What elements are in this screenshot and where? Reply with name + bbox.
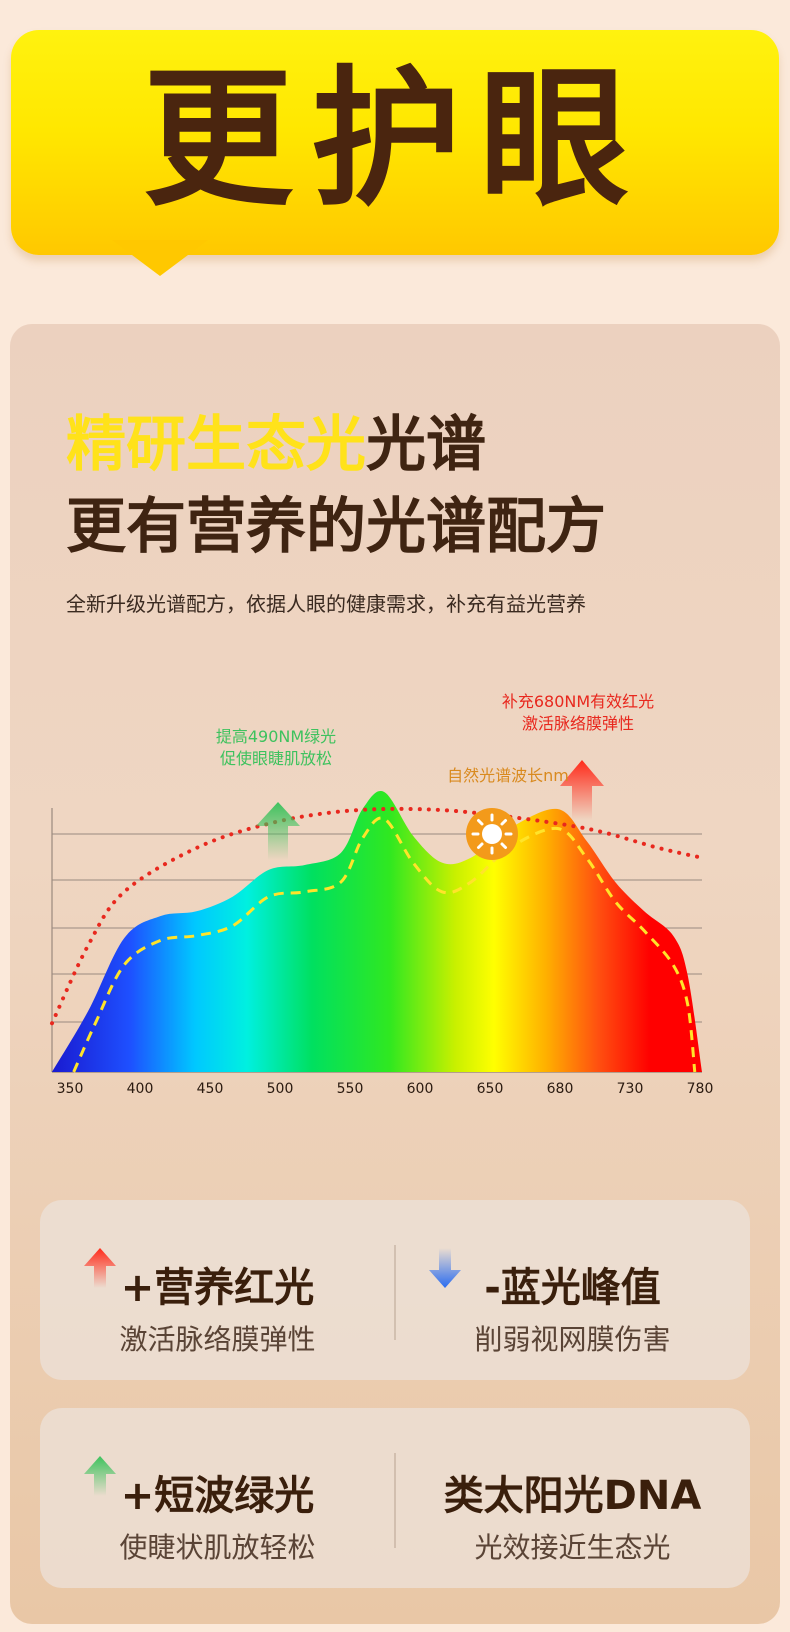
feature-card-2: +短波绿光 使睫状肌放轻松 类太阳光DNA 光效接近生态光 [40, 1408, 750, 1588]
x-tick-label: 680 [547, 1081, 574, 1097]
spectrum-chart: 350 400 450 500 550 600 650 680 730 780 提高490NM绿光… [50, 692, 714, 1097]
x-tick-label: 400 [127, 1081, 154, 1097]
blue-down-arrow-icon [429, 1248, 461, 1288]
red-up-arrow-icon [84, 1248, 116, 1288]
feature-title: +短波绿光 [120, 1473, 315, 1519]
x-tick-label: 350 [57, 1081, 84, 1097]
banner-tail [112, 240, 208, 276]
red-up-arrow-icon [560, 760, 604, 820]
feature-title: 类太阳光DNA [443, 1473, 702, 1519]
card-divider [394, 1453, 396, 1548]
green-up-arrow-icon [256, 802, 300, 860]
feature-red-light: +营养红光 激活脉络膜弹性 [40, 1200, 395, 1380]
headline-line1: 精研生态光光谱 [66, 404, 606, 486]
x-axis-ticks: 350 400 450 500 550 600 650 680 730 780 [57, 1081, 714, 1097]
x-tick-label: 450 [197, 1081, 224, 1097]
headline-highlight: 精研生态光 [66, 410, 366, 480]
x-tick-label: 600 [407, 1081, 434, 1097]
feature-blue-peak: -蓝光峰值 削弱视网膜伤害 [395, 1200, 750, 1380]
subtitle: 全新升级光谱配方，依据人眼的健康需求，补充有益光营养 [66, 592, 586, 616]
dashed-curve [72, 816, 697, 1073]
green-annotation-line2: 促使眼睫肌放松 [220, 749, 332, 768]
spectrum-area [52, 791, 702, 1072]
headline-line2: 更有营养的光谱配方 [66, 492, 606, 562]
feature-green-light: +短波绿光 使睫状肌放轻松 [40, 1408, 395, 1588]
x-tick-label: 730 [617, 1081, 644, 1097]
feature-desc: 光效接近生态光 [474, 1531, 671, 1564]
headline-line1-rest: 光谱 [366, 410, 486, 480]
green-annotation-line1: 提高490NM绿光 [216, 727, 336, 746]
x-tick-label: 650 [477, 1081, 504, 1097]
feature-sunlight-dna: 类太阳光DNA 光效接近生态光 [395, 1408, 750, 1588]
card-divider [394, 1245, 396, 1340]
x-tick-label: 780 [687, 1081, 714, 1097]
red-annotation-line1: 补充680NM有效红光 [502, 692, 654, 711]
x-tick-label: 550 [337, 1081, 364, 1097]
feature-desc: 削弱视网膜伤害 [474, 1323, 671, 1356]
dotted-curve [50, 806, 704, 1026]
headline: 精研生态光光谱 更有营养的光谱配方 [66, 404, 606, 568]
x-tick-label: 500 [267, 1081, 294, 1097]
red-annotation-line2: 激活脉络膜弹性 [522, 714, 634, 733]
feature-title: -蓝光峰值 [484, 1265, 661, 1311]
sun-icon [466, 808, 518, 860]
banner-title: 更护眼 [142, 52, 647, 227]
banner: 更护眼 [11, 30, 779, 255]
feature-desc: 使睫状肌放轻松 [119, 1531, 316, 1564]
feature-desc: 激活脉络膜弹性 [119, 1323, 316, 1356]
feature-title: +营养红光 [120, 1265, 315, 1311]
feature-card-1: +营养红光 激活脉络膜弹性 -蓝光峰值 削弱视网膜伤害 [40, 1200, 750, 1380]
natural-spectrum-label: 自然光谱波长nm [447, 766, 569, 785]
green-up-arrow-icon [84, 1456, 116, 1496]
